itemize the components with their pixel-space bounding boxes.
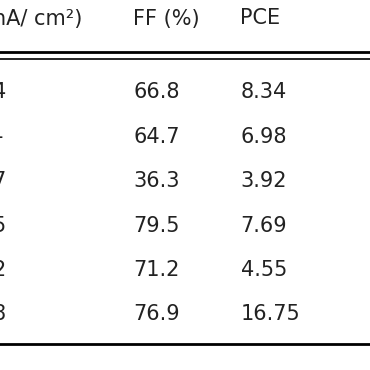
Text: 4.55: 4.55 — [240, 260, 287, 280]
Text: 7: 7 — [0, 171, 6, 191]
Text: nA/ cm²): nA/ cm²) — [0, 9, 82, 28]
Text: 36.3: 36.3 — [133, 171, 180, 191]
Text: PCE: PCE — [240, 9, 280, 28]
Text: 71.2: 71.2 — [133, 260, 179, 280]
Text: 7.69: 7.69 — [240, 216, 287, 236]
Text: 8: 8 — [0, 305, 6, 324]
Text: 66.8: 66.8 — [133, 83, 180, 102]
Text: 8.34: 8.34 — [240, 83, 287, 102]
Text: 5: 5 — [0, 216, 6, 236]
Text: 76.9: 76.9 — [133, 305, 180, 324]
Text: 2: 2 — [0, 260, 6, 280]
Text: 64.7: 64.7 — [133, 127, 180, 147]
Text: FF (%): FF (%) — [133, 9, 200, 28]
Text: –: – — [0, 127, 3, 147]
Text: 79.5: 79.5 — [133, 216, 180, 236]
Text: 3.92: 3.92 — [240, 171, 287, 191]
Text: 4: 4 — [0, 83, 6, 102]
Text: 16.75: 16.75 — [240, 305, 300, 324]
Text: 6.98: 6.98 — [240, 127, 287, 147]
